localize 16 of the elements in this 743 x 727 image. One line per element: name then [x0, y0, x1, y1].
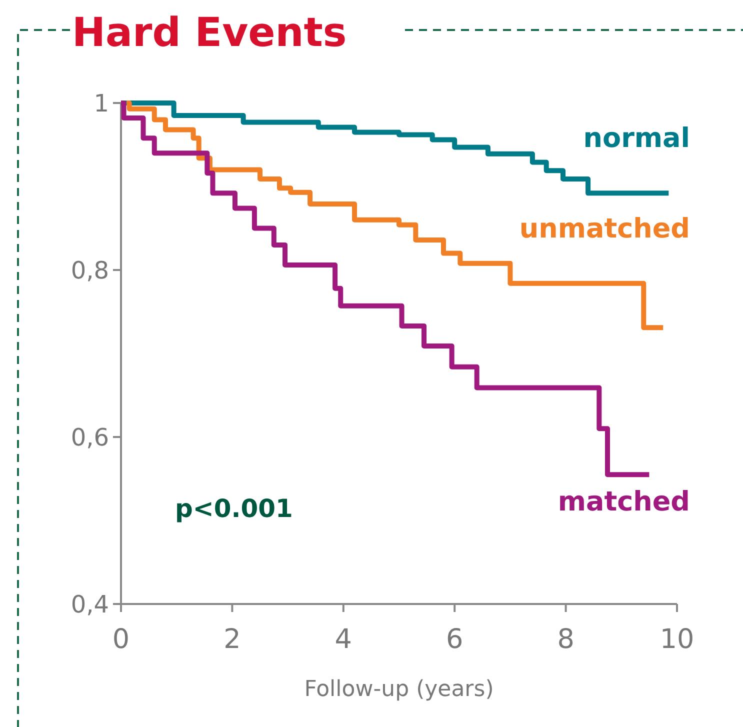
y-tick-label: 0,6	[70, 423, 109, 452]
series-label: matched	[558, 486, 690, 518]
x-axis-title: Follow-up (years)	[304, 677, 494, 702]
series-label: normal	[583, 123, 690, 154]
y-tick-label: 1	[94, 89, 109, 118]
chart-title: Hard Events	[72, 10, 347, 56]
x-tick-label: 2	[224, 624, 241, 655]
x-tick-label: 8	[557, 624, 574, 655]
y-tick-label: 0,4	[70, 590, 109, 618]
y-tick-label: 0,8	[70, 256, 109, 284]
series-label: unmatched	[519, 214, 690, 245]
annotation: p<0.001	[175, 494, 293, 523]
x-tick-label: 4	[334, 624, 352, 655]
x-tick-label: 10	[660, 624, 694, 655]
x-tick-label: 0	[112, 624, 130, 655]
x-tick-label: 6	[446, 624, 464, 655]
